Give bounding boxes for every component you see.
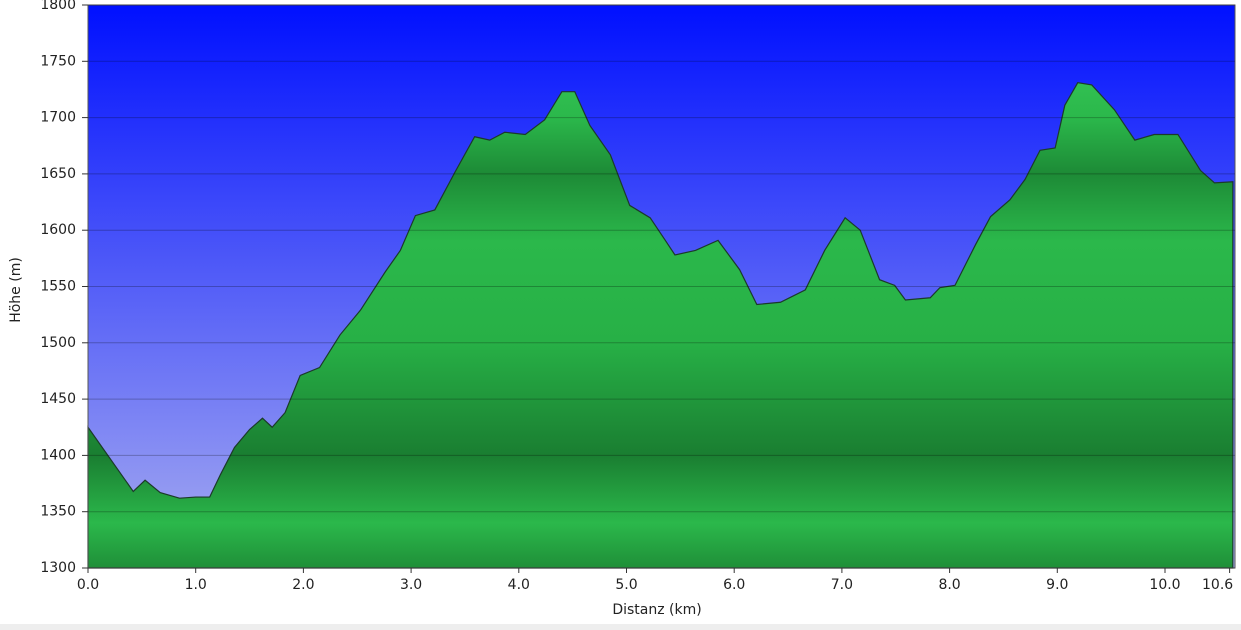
x-axis-label: Distanz (km)	[612, 602, 701, 618]
x-tick-label: 7.0	[831, 577, 853, 593]
x-tick-label: 8.0	[938, 577, 960, 593]
y-tick-label: 1800	[40, 0, 76, 13]
y-tick-label: 1450	[40, 391, 76, 407]
x-tick-label: 0.0	[77, 577, 99, 593]
y-tick-label: 1500	[40, 335, 76, 351]
y-tick-label: 1300	[40, 560, 76, 576]
x-tick-label: 5.0	[615, 577, 637, 593]
y-tick-label: 1750	[40, 53, 76, 69]
x-tick-label: 6.0	[723, 577, 745, 593]
footer-strip	[0, 624, 1241, 630]
y-tick-label: 1350	[40, 504, 76, 520]
x-tick-label: 10.6	[1202, 577, 1233, 593]
y-tick-label: 1700	[40, 110, 76, 126]
x-tick-label: 1.0	[185, 577, 207, 593]
y-tick-label: 1600	[40, 222, 76, 238]
y-axis-label: Höhe (m)	[8, 257, 24, 323]
x-tick-label: 2.0	[292, 577, 314, 593]
y-tick-label: 1550	[40, 279, 76, 295]
x-tick-label: 10.0	[1149, 577, 1180, 593]
x-tick-label: 4.0	[508, 577, 530, 593]
x-tick-label: 3.0	[400, 577, 422, 593]
y-tick-label: 1400	[40, 447, 76, 463]
elevation-area	[87, 82, 1234, 569]
y-tick-label: 1650	[40, 166, 76, 182]
x-tick-label: 9.0	[1046, 577, 1068, 593]
